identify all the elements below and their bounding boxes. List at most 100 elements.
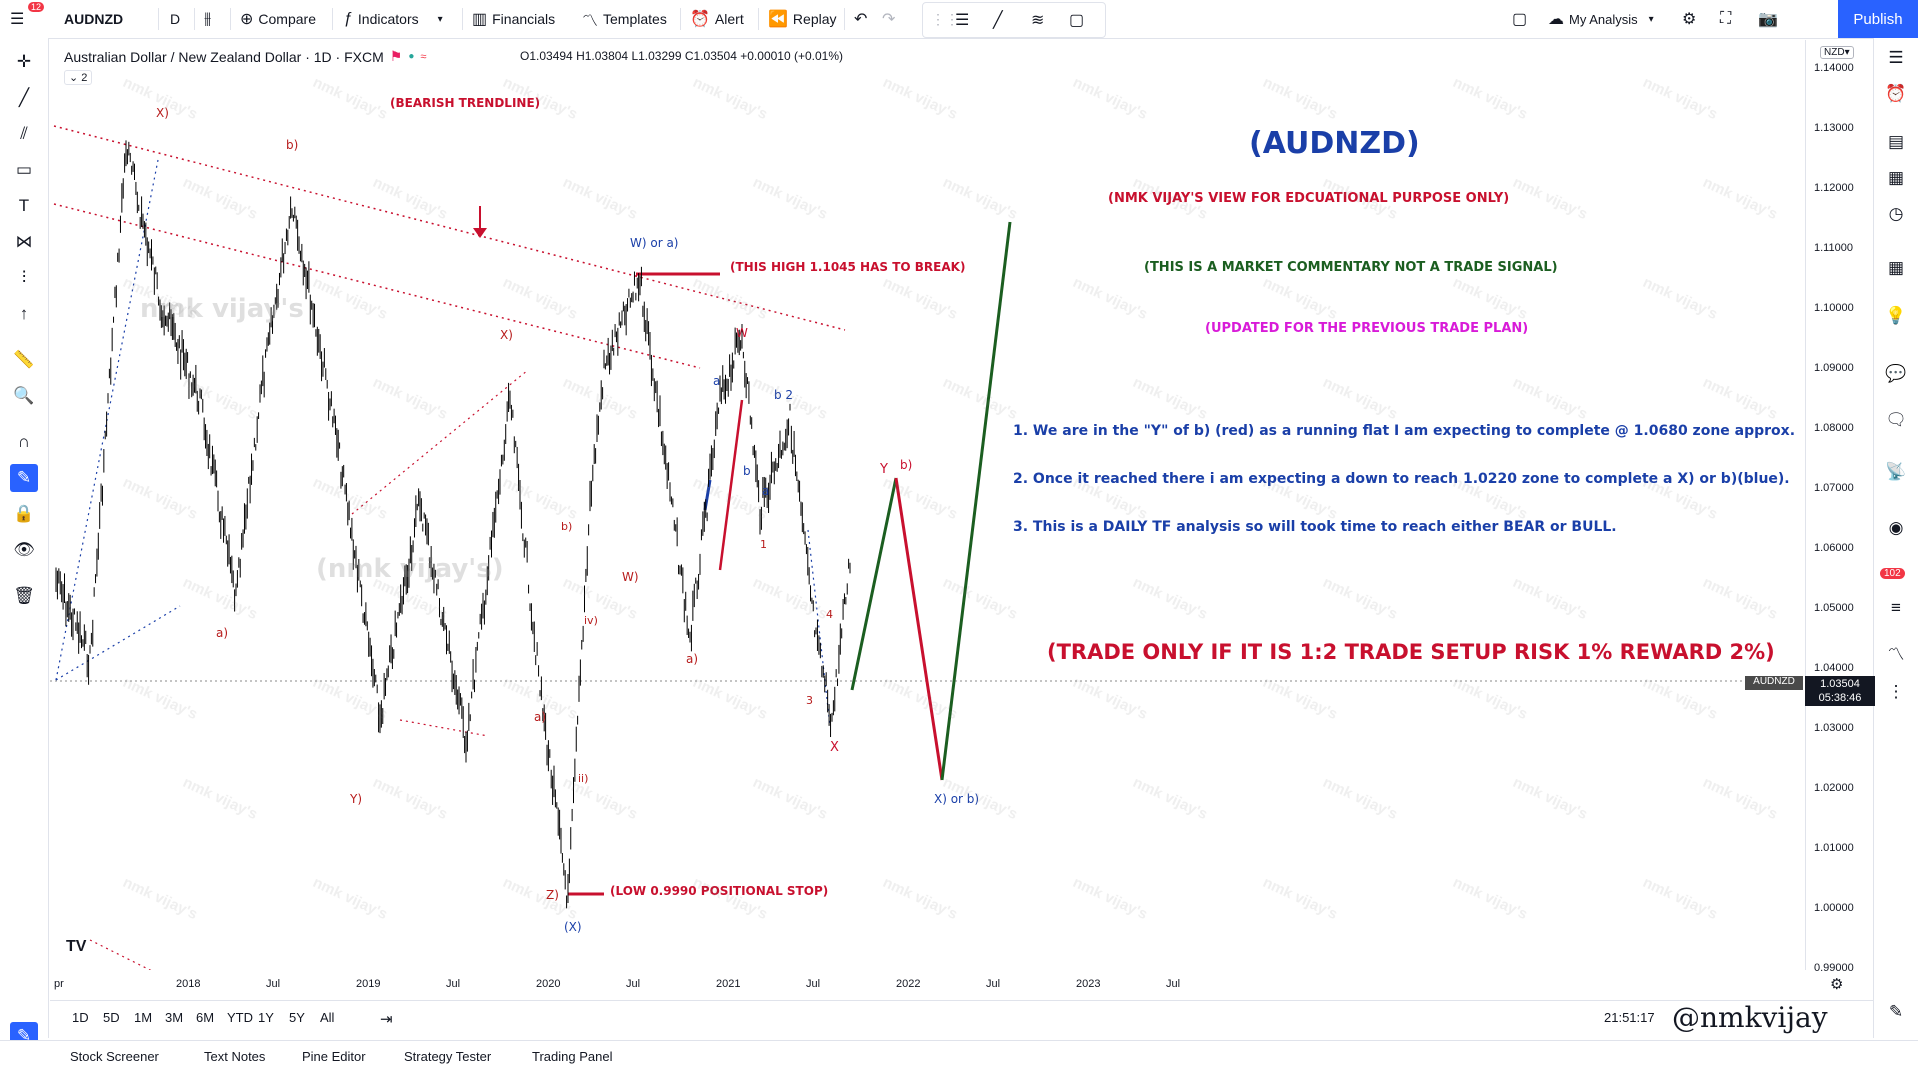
messages-icon[interactable]: 🗨 [1885,410,1907,429]
gear-icon: ⚙ [1682,11,1697,28]
wave-label-a2: a) [534,710,547,724]
drag-handle-icon[interactable]: ⋮⋮ [931,11,959,27]
trade-rule-annotation: (TRADE ONLY IF IT IS 1:2 TRADE SETUP RIS… [1047,640,1775,664]
replay-button[interactable]: ⏪ Replay [768,0,837,38]
hotlist-icon[interactable]: ▦ [1887,168,1905,187]
menu-button[interactable]: ☰ 12 [10,0,45,38]
panel-tab-text-notes[interactable]: Text Notes [204,1049,266,1064]
rectangle-icon[interactable]: ▢ [1069,12,1085,29]
projection-up-final [940,221,1012,781]
indicators-toggle[interactable]: ⌄ 2 [64,70,93,85]
currency-selector[interactable]: NZD▾ [1820,46,1854,59]
bottom-panel-tabs: Stock Screener Text Notes Pine Editor Strat… [0,1040,1918,1073]
undo-button[interactable]: ↶ [854,0,867,38]
range-button-6m[interactable]: 6M [196,1010,215,1025]
calendar-icon[interactable]: ▦ [1887,258,1905,277]
projection-down-to-X [894,477,944,781]
pattern-icon[interactable]: ⋈ [15,232,33,251]
point-3-annotation: 3. This is a DAILY TF analysis so will t… [1013,519,1617,535]
panel-tab-trading-panel[interactable]: Trading Panel [532,1049,613,1064]
eye-icon[interactable]: 👁 [13,540,35,559]
broadcast-icon[interactable]: ◉ [1888,518,1904,537]
camera-icon: 📷 [1758,11,1778,28]
arrow-up-icon[interactable]: ↑ [19,304,29,323]
fib-icon[interactable]: ≋ [1031,12,1045,29]
data-window-icon[interactable]: ▤ [1887,132,1905,151]
function-icon: ƒ [344,10,353,27]
range-button-1m[interactable]: 1M [134,1010,153,1025]
alerts-clock-icon[interactable]: ⏰ [1885,84,1907,103]
trendline-icon[interactable]: ╱ [993,12,1003,29]
pine-icon[interactable]: 〽 [1887,644,1905,664]
indicators-button[interactable]: ƒ Indicators ▾ [344,0,443,38]
trendline-icon[interactable]: ╱ [18,88,30,107]
pitchfork-icon[interactable]: ⫽ [20,124,28,143]
chevron-down-icon: ▾ [437,13,443,25]
layout-button[interactable]: ▢ [1512,0,1527,38]
templates-button[interactable]: 〽 Templates [582,0,667,38]
range-button-5d[interactable]: 5D [103,1010,120,1025]
red-wave-small [718,399,744,571]
wave-label-Y: Y) [350,792,363,806]
ideas-bulb-icon[interactable]: 💡 [1885,306,1907,325]
chart-type-button[interactable]: ⫵ [204,0,211,38]
wave-label-X2: X) [500,328,513,342]
my-analysis-button[interactable]: ☁ My Analysis ▾ [1548,0,1654,38]
wave-label-W-red: W [736,326,748,340]
order-book-icon[interactable]: ⋮ [1887,682,1905,701]
chat-icon[interactable]: 💬 [1885,364,1907,383]
redo-button[interactable]: ↷ [882,0,895,38]
wave-label-ii: ii) [578,772,589,785]
goto-date-icon[interactable]: ⇥ [380,1011,393,1028]
streams-icon[interactable]: 📡 [1885,462,1907,481]
prediction-icon[interactable]: ⫶ [21,268,27,287]
notifications-icon[interactable]: ≡ [1891,598,1901,617]
range-button-3m[interactable]: 3M [165,1010,184,1025]
lock-icon[interactable]: 🔒 [13,504,35,523]
range-button-1d[interactable]: 1D [72,1010,89,1025]
last-price-tag: 1.03504 05:38:46 [1805,676,1875,706]
magnet-icon[interactable]: ∩ [17,432,31,451]
panel-tab-stock-screener[interactable]: Stock Screener [70,1049,159,1064]
range-button-all[interactable]: All [320,1010,335,1025]
financials-button[interactable]: ▥ Financials [472,0,555,38]
range-button-1y[interactable]: 1Y [258,1010,274,1025]
stay-drawing-icon[interactable]: ✎ [10,464,38,492]
line-style-icon[interactable]: ☰ [955,12,970,29]
price-tick: 0.99000 [1814,962,1854,974]
settings-button[interactable]: ⚙ [1682,0,1696,38]
compare-button[interactable]: ⊕ Compare [240,0,316,38]
price-chart[interactable] [50,40,1805,970]
price-axis[interactable]: NZD▾ 1.14000 1.13000 1.12000 1.11000 1.10000… [1805,40,1874,974]
fullscreen-button[interactable]: ⛶ [1720,0,1731,38]
financials-label: Financials [492,11,556,27]
panel-tab-pine-editor[interactable]: Pine Editor [302,1049,366,1064]
crosshair-icon[interactable]: ✛ [16,52,32,71]
calendar-clock-icon[interactable]: ◷ [1888,204,1904,223]
snapshot-button[interactable]: 📷 [1758,0,1778,38]
ruler-icon[interactable]: 📏 [13,350,35,369]
price-tick: 1.06000 [1814,542,1854,554]
time-tick: Jul [266,978,281,990]
price-tick: 1.05000 [1814,602,1854,614]
zoom-icon[interactable]: 🔍 [13,386,35,405]
axis-settings-icon[interactable]: ⚙ [1830,976,1844,993]
trash-icon[interactable]: 🗑 [13,586,35,605]
currency-label: NZD [1824,47,1845,58]
interval-button[interactable]: D [170,11,181,27]
publish-button[interactable]: Publish [1838,0,1918,38]
panel-tab-strategy-tester[interactable]: Strategy Tester [404,1049,492,1064]
watermark-text: nmk vijay's [140,294,304,324]
brush-icon[interactable]: ▭ [15,160,33,179]
projection-up-to-Y [850,477,898,691]
range-button-ytd[interactable]: YTD [227,1010,253,1025]
watchlist-icon[interactable]: ☰ [1888,48,1904,67]
price-tick: 1.09000 [1814,362,1854,374]
alert-button[interactable]: ⏰ Alert [690,0,744,38]
text-icon[interactable]: T [18,196,30,215]
range-button-5y[interactable]: 5Y [289,1010,305,1025]
help-icon[interactable]: ✎ [1888,1002,1904,1021]
symbol-search[interactable]: AUDNZD [64,11,124,27]
point-1-annotation: 1. We are in the "Y" of b) (red) as a ru… [1013,423,1796,439]
channel-line-footer [89,939,152,970]
